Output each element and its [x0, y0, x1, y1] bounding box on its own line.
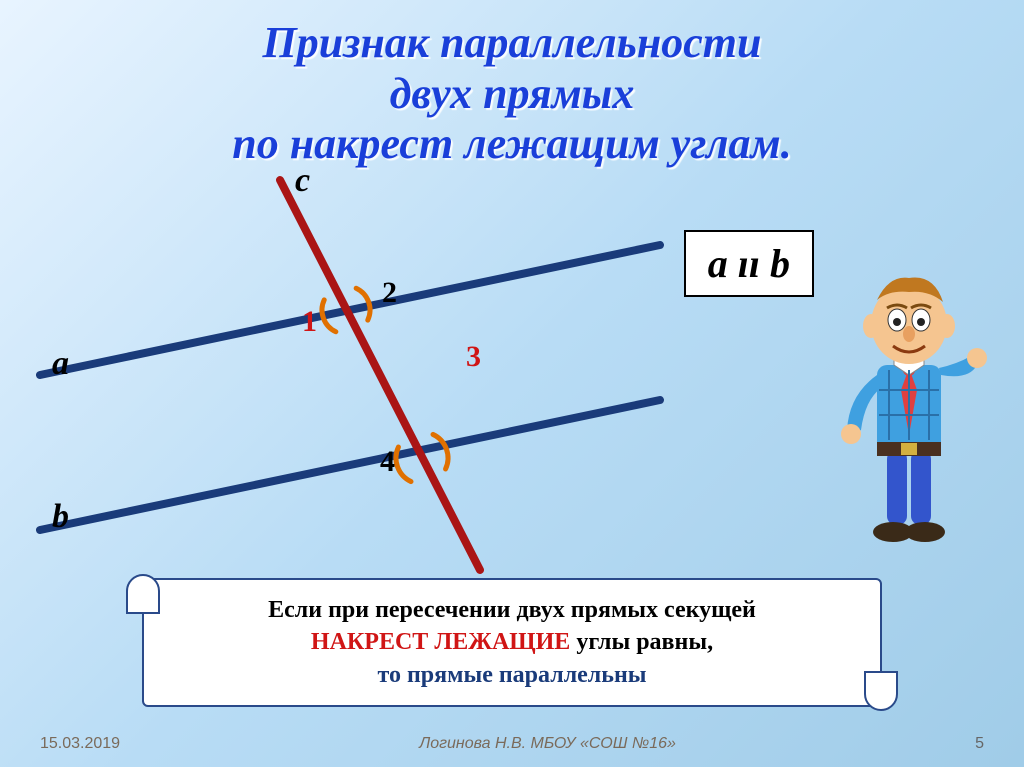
title-line-3: по накрест лежащим углам.	[232, 119, 791, 168]
geometry-diagram: abc1234	[20, 190, 740, 590]
theorem-line-3: то прямые параллельны	[377, 662, 646, 688]
parallel-notation: a ıı b	[708, 241, 790, 286]
label-a: a	[52, 345, 69, 383]
label-c: c	[295, 162, 310, 200]
title-line-2: двух прямых	[390, 69, 635, 118]
footer-date: 15.03.2019	[40, 735, 120, 753]
footer-page: 5	[975, 735, 984, 753]
label-1: 1	[302, 305, 317, 339]
diagram-svg	[20, 190, 740, 590]
label-2: 2	[382, 276, 397, 310]
cartoon-character	[829, 260, 989, 560]
theorem-line-2-rest: углы равны,	[570, 629, 713, 655]
parallel-notation-box: a ıı b	[684, 230, 814, 297]
label-4: 4	[380, 445, 395, 479]
scroll-curl-icon	[126, 574, 160, 614]
footer-author: Логинова Н.В. МБОУ «СОШ №16»	[419, 735, 676, 753]
theorem-scroll: Если при пересечении двух прямых секущей…	[142, 578, 882, 707]
label-b: b	[52, 498, 69, 536]
slide-title: Признак параллельности двух прямых по на…	[0, 0, 1024, 170]
scroll-curl-icon	[864, 671, 898, 711]
theorem-accent: НАКРЕСТ ЛЕЖАЩИЕ	[311, 629, 570, 655]
label-3: 3	[466, 340, 481, 374]
slide-footer: 15.03.2019 Логинова Н.В. МБОУ «СОШ №16» …	[0, 735, 1024, 753]
title-line-1: Признак параллельности	[263, 18, 762, 67]
theorem-line-1: Если при пересечении двух прямых секущей	[268, 597, 756, 623]
